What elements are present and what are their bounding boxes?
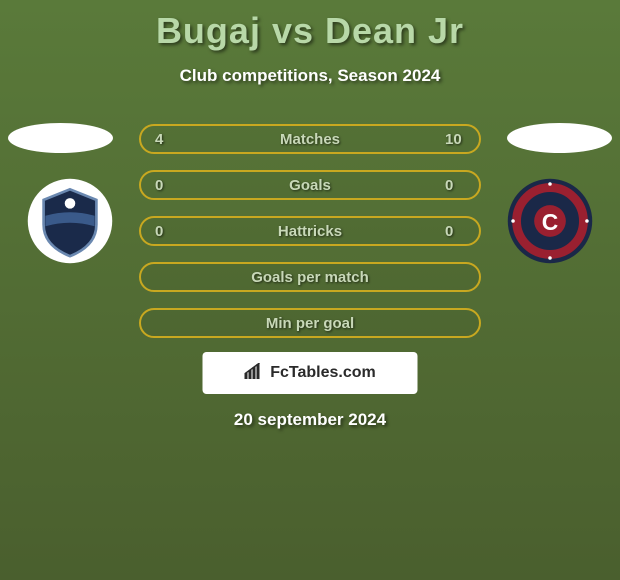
stat-left: 0 [155,223,175,240]
stat-left: 4 [155,131,175,148]
decor-ellipse-right [507,123,612,153]
stats-panel: 4 Matches 10 0 Goals 0 0 Hattricks 0 Goa… [139,124,481,354]
svg-text:C: C [542,209,559,235]
stat-label: Min per goal [175,315,445,332]
stat-row-hattricks: 0 Hattricks 0 [139,216,481,246]
stat-left: 0 [155,177,175,194]
stat-label: Goals [175,177,445,194]
stat-label: Goals per match [175,269,445,286]
team-badge-right: C [506,177,594,265]
page-subtitle: Club competitions, Season 2024 [0,66,620,86]
stat-right: 0 [445,223,465,240]
decor-ellipse-left [8,123,113,153]
stat-row-gpm: Goals per match [139,262,481,292]
brand-text: FcTables.com [270,364,376,382]
page-title: Bugaj vs Dean Jr [0,0,620,52]
date-text: 20 september 2024 [0,410,620,430]
stat-label: Hattricks [175,223,445,240]
stat-row-goals: 0 Goals 0 [139,170,481,200]
stat-row-matches: 4 Matches 10 [139,124,481,154]
stat-right: 0 [445,177,465,194]
stat-label: Matches [175,131,445,148]
stat-row-mpg: Min per goal [139,308,481,338]
bar-chart-icon [244,363,264,384]
team-badge-left [26,177,114,265]
stat-right: 10 [445,131,465,148]
brand-box: FcTables.com [203,352,418,394]
